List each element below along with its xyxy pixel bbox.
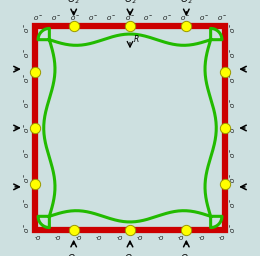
Text: $\cdot O$: $\cdot O$ [34,234,42,242]
Text: $O^-$: $O^-$ [23,48,31,58]
Text: $O_2$: $O_2$ [0,122,1,134]
Text: $O_2$: $O_2$ [67,252,80,256]
Point [128,24,132,28]
Point [33,126,37,130]
Text: $\cdot O$: $\cdot O$ [116,234,124,242]
Text: $O^-$: $O^-$ [23,148,31,158]
Text: $O^-$: $O^-$ [229,173,237,183]
Text: $O^-$: $O^-$ [217,14,227,22]
Text: $O^-$: $O^-$ [125,14,135,22]
Text: $O^-$: $O^-$ [229,23,237,33]
Text: $\cdot O$: $\cdot O$ [54,234,62,242]
Point [72,24,76,28]
Point [223,126,227,130]
Text: $O^-$: $O^-$ [88,14,98,22]
Text: $\cdot O$: $\cdot O$ [136,234,144,242]
Point [128,228,132,232]
Text: R: R [134,35,139,44]
Text: $O_2$: $O_2$ [180,252,193,256]
Text: $O^-$: $O^-$ [33,14,43,22]
Text: $O^-$: $O^-$ [143,14,154,22]
Text: $O^-$: $O^-$ [23,223,31,233]
Text: $\cdot O$: $\cdot O$ [177,234,185,242]
Point [33,70,37,74]
Text: $O_2$: $O_2$ [259,63,260,75]
Text: $O^-$: $O^-$ [229,198,237,208]
Text: $O^-$: $O^-$ [199,14,209,22]
Text: $O_2$: $O_2$ [0,181,1,193]
Text: $O^-$: $O^-$ [180,14,190,22]
Text: $O_2$: $O_2$ [180,0,193,6]
Text: $O^-$: $O^-$ [106,14,117,22]
Text: $O_2$: $O_2$ [67,0,80,6]
Text: $O^-$: $O^-$ [229,73,237,83]
Text: $O^-$: $O^-$ [229,98,237,108]
Point [223,182,227,186]
Text: $O^-$: $O^-$ [23,173,31,183]
Text: $O^-$: $O^-$ [23,23,31,33]
Text: $O^-$: $O^-$ [229,223,237,233]
Text: $O^-$: $O^-$ [229,123,237,133]
Text: $O_2$: $O_2$ [259,122,260,134]
Text: $O^-$: $O^-$ [23,123,31,133]
Text: $\cdot O$: $\cdot O$ [75,234,83,242]
Text: $O^-$: $O^-$ [23,98,31,108]
Point [72,228,76,232]
Text: $O_2$: $O_2$ [0,63,1,75]
Point [223,70,227,74]
Bar [35,26,225,230]
Point [184,24,188,28]
Text: $\cdot O$: $\cdot O$ [95,234,103,242]
Text: $O_2$: $O_2$ [124,0,136,6]
Point [184,228,188,232]
Text: $O^-$: $O^-$ [229,148,237,158]
Text: $O^-$: $O^-$ [23,73,31,83]
Text: $O^-$: $O^-$ [51,14,61,22]
Text: $\cdot O$: $\cdot O$ [218,234,226,242]
Text: $O^-$: $O^-$ [70,14,80,22]
Text: $O^-$: $O^-$ [162,14,172,22]
Text: $\cdot O$: $\cdot O$ [198,234,206,242]
Text: $\cdot O$: $\cdot O$ [157,234,165,242]
Text: $O_2$: $O_2$ [259,181,260,193]
Text: $O_2$: $O_2$ [124,252,136,256]
Point [33,182,37,186]
Text: $O^-$: $O^-$ [229,48,237,58]
Text: $O^-$: $O^-$ [23,198,31,208]
